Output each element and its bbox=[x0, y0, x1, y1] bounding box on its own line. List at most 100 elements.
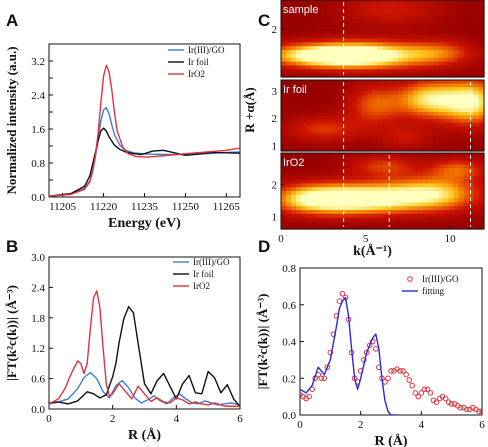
data-point bbox=[403, 371, 409, 378]
heat-cell bbox=[438, 221, 444, 226]
heat-cell bbox=[291, 213, 297, 219]
heat-cell bbox=[428, 101, 434, 106]
heat-cell bbox=[296, 19, 302, 24]
heat-cell bbox=[453, 0, 460, 5]
heat-cell bbox=[402, 115, 409, 120]
heat-cell bbox=[423, 187, 429, 192]
heat-cell bbox=[362, 198, 368, 203]
heat-cell bbox=[418, 23, 424, 28]
heat-cell bbox=[387, 140, 394, 145]
heat-cell bbox=[346, 217, 353, 222]
heat-cell bbox=[306, 15, 313, 20]
heat-cell bbox=[372, 19, 379, 24]
heat-cell bbox=[453, 53, 460, 59]
heat-cell bbox=[438, 164, 444, 169]
heat-cell bbox=[438, 172, 444, 177]
heat-cell bbox=[463, 69, 470, 74]
heat-cell bbox=[291, 136, 297, 141]
heat-cell bbox=[458, 19, 465, 24]
heat-cell bbox=[331, 221, 338, 226]
heat-cell bbox=[418, 50, 424, 55]
x-tick-label: 0 bbox=[297, 419, 303, 431]
heat-cell bbox=[326, 26, 333, 32]
heat-cell bbox=[473, 108, 480, 113]
heat-cell bbox=[428, 46, 434, 51]
heat-cell bbox=[453, 133, 460, 138]
heat-cell bbox=[448, 34, 455, 40]
heat-cell bbox=[352, 0, 358, 5]
heat-cell bbox=[326, 57, 333, 63]
heat-cell bbox=[397, 140, 404, 145]
heat-cell bbox=[468, 129, 475, 134]
heat-cell bbox=[402, 129, 409, 134]
heat-cell bbox=[326, 34, 333, 40]
heat-cell bbox=[473, 34, 480, 40]
heat-cell bbox=[321, 7, 328, 13]
heat-cell bbox=[281, 140, 287, 145]
heat-cell bbox=[291, 115, 297, 120]
heat-cell bbox=[402, 175, 409, 181]
heat-cell bbox=[306, 101, 313, 106]
heat-cell bbox=[281, 30, 287, 36]
heat-cell bbox=[478, 23, 485, 28]
heat-cell bbox=[346, 126, 353, 131]
heat-cell bbox=[336, 183, 343, 188]
heat-cell bbox=[326, 15, 333, 20]
heat-cell bbox=[301, 73, 307, 78]
heat-cell bbox=[458, 147, 465, 152]
heat-cell bbox=[286, 83, 292, 88]
heat-cell bbox=[291, 217, 297, 222]
heat-cell bbox=[311, 57, 318, 63]
heat-cell bbox=[448, 69, 455, 74]
heat-cell bbox=[473, 87, 480, 92]
heat-cell bbox=[296, 101, 302, 106]
heat-cell bbox=[478, 19, 485, 24]
heat-cell bbox=[438, 129, 444, 134]
heat-cell bbox=[286, 175, 292, 181]
heat-cell bbox=[473, 198, 480, 203]
heat-cell bbox=[281, 126, 287, 131]
heat-cell bbox=[468, 80, 475, 85]
heat-cell bbox=[418, 156, 424, 162]
heat-cell bbox=[468, 94, 475, 99]
heat-cell bbox=[407, 19, 414, 24]
heat-cell bbox=[296, 38, 302, 43]
heat-cell bbox=[321, 136, 328, 141]
x-axis-label: Energy (eV) bbox=[108, 216, 181, 231]
series-line bbox=[49, 64, 240, 197]
heat-cell bbox=[362, 87, 368, 92]
heat-cell bbox=[367, 175, 373, 181]
heat-cell bbox=[372, 129, 379, 134]
heat-cell bbox=[362, 15, 368, 20]
heat-cell bbox=[428, 30, 434, 36]
heat-cell bbox=[412, 126, 419, 131]
heat-cell bbox=[341, 42, 348, 47]
heat-cell bbox=[346, 42, 353, 47]
heat-cell bbox=[336, 147, 343, 152]
heat-cell bbox=[281, 46, 287, 51]
heat-cell bbox=[331, 143, 338, 149]
heat-cell bbox=[428, 61, 434, 67]
heat-cell bbox=[433, 225, 439, 230]
heat-cell bbox=[367, 0, 373, 5]
heat-cell bbox=[372, 126, 379, 131]
heat-cell bbox=[478, 210, 485, 215]
heat-cell bbox=[387, 164, 394, 169]
heat-cell bbox=[352, 30, 358, 36]
y-tick-label: 2 bbox=[272, 180, 278, 192]
heat-cell bbox=[423, 225, 429, 230]
heat-cell bbox=[321, 119, 328, 124]
heat-cell bbox=[306, 175, 313, 181]
heat-cell bbox=[382, 160, 389, 165]
heat-cell bbox=[321, 175, 328, 181]
heat-cell bbox=[448, 19, 455, 24]
heat-cell bbox=[352, 19, 358, 24]
heat-cell bbox=[291, 3, 297, 9]
y-tick-label: 3.0 bbox=[31, 252, 45, 264]
heat-cell bbox=[341, 191, 348, 196]
heat-cell bbox=[423, 210, 429, 215]
heat-cell bbox=[281, 153, 287, 158]
heat-cell bbox=[336, 202, 343, 207]
heat-cell bbox=[281, 11, 287, 16]
heat-cell bbox=[387, 26, 394, 32]
